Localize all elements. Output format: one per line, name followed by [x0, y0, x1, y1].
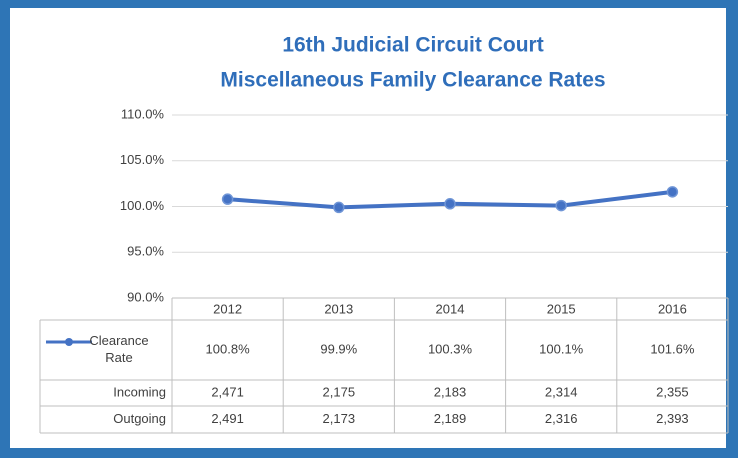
data-point — [333, 201, 345, 214]
table-cell: 101.6% — [650, 341, 695, 356]
data-point — [666, 186, 679, 198]
table-cell: 100.3% — [428, 341, 473, 356]
y-tick-label: 105.0% — [120, 152, 165, 167]
y-tick-label: 100.0% — [120, 198, 165, 213]
table-row-label: Outgoing — [113, 411, 166, 426]
table-cell: 2,491 — [211, 411, 244, 426]
data-point — [444, 198, 456, 210]
x-tick-label: 2016 — [658, 301, 687, 316]
table-row-label: Incoming — [113, 384, 166, 399]
table-cell: 2,355 — [656, 384, 689, 399]
x-tick-label: 2014 — [436, 301, 465, 316]
legend-label: Clearance Rate — [89, 333, 149, 365]
table-cell: 2,316 — [545, 411, 578, 426]
table-cell: 100.8% — [206, 341, 251, 356]
table-cell: 2,393 — [656, 411, 689, 426]
table-cell: 100.1% — [539, 341, 584, 356]
data-point — [221, 193, 234, 205]
y-tick-label: 90.0% — [127, 289, 164, 304]
legend-marker — [65, 338, 73, 346]
y-tick-label: 95.0% — [127, 244, 164, 259]
x-tick-label: 2012 — [213, 301, 242, 316]
chart-area — [10, 8, 726, 448]
x-tick-label: 2013 — [324, 301, 353, 316]
data-point — [555, 199, 567, 212]
table-cell: 2,183 — [434, 384, 467, 399]
x-tick-label: 2015 — [547, 301, 576, 316]
y-tick-label: 110.0% — [121, 106, 165, 121]
table-cell: 2,173 — [323, 411, 356, 426]
table-cell: 2,471 — [211, 384, 244, 399]
table-cell: 2,314 — [545, 384, 578, 399]
chart-title: Miscellaneous Family Clearance Rates — [220, 69, 605, 92]
chart-title: 16th Judicial Circuit Court — [282, 34, 543, 57]
table-cell: 2,175 — [323, 384, 356, 399]
table-cell: 99.9% — [320, 341, 357, 356]
table-cell: 2,189 — [434, 411, 467, 426]
legend-label-box: Clearance Rate — [89, 333, 149, 365]
